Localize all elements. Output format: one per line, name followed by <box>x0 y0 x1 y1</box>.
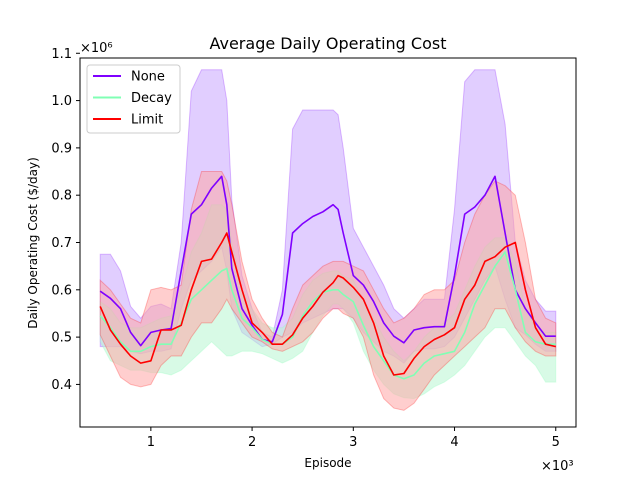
x-tick-label: 1 <box>147 435 155 450</box>
y-tick-label: 0.6 <box>51 283 72 298</box>
line-none <box>99 175 556 347</box>
y-axis-label: Daily Operating Cost ($/day) <box>26 157 40 329</box>
y-tick-label: 0.9 <box>51 141 72 156</box>
chart-title: Average Daily Operating Cost <box>209 34 446 53</box>
y-offset-text: ×10⁶ <box>80 41 113 56</box>
y-tick-label: 0.4 <box>51 378 72 393</box>
legend-label-none: None <box>131 70 165 85</box>
y-tick-label: 0.7 <box>51 236 72 251</box>
legend-label-limit: Limit <box>131 113 163 128</box>
x-offset-text: ×10³ <box>541 459 574 474</box>
y-tick-label: 1.0 <box>51 94 72 109</box>
line-limit <box>99 232 556 376</box>
legend-label-decay: Decay <box>131 91 172 106</box>
legend: None Decay Limit <box>86 64 181 134</box>
x-tick-label: 3 <box>349 435 357 450</box>
y-tick-label: 0.5 <box>51 331 72 346</box>
x-tick-label: 4 <box>450 435 458 450</box>
legend-box <box>86 64 181 134</box>
x-axis-label: Episode <box>304 456 351 470</box>
x-tick-label: 5 <box>552 435 560 450</box>
y-tick-label: 0.8 <box>51 189 72 204</box>
y-axis-ticks: 0.4 0.5 0.6 0.7 0.8 0.9 1.0 1.1 <box>51 47 80 393</box>
x-axis-ticks: 1 2 3 4 5 <box>147 427 560 450</box>
series-lines <box>99 175 556 380</box>
y-tick-label: 1.1 <box>51 47 72 62</box>
x-tick-label: 2 <box>248 435 256 450</box>
